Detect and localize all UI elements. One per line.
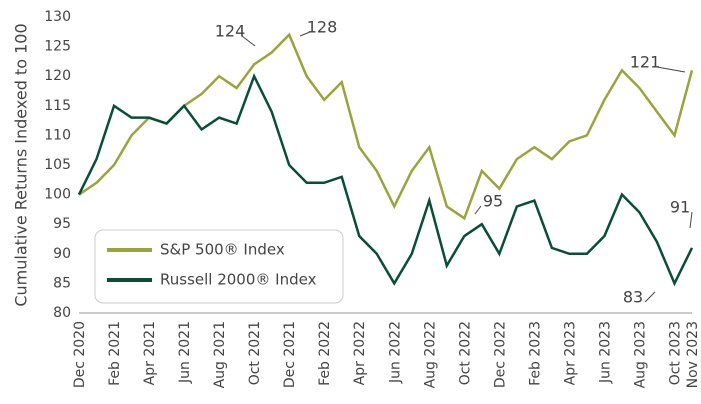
x-tick-label: Feb 2022 bbox=[317, 321, 333, 386]
y-tick-label: 125 bbox=[44, 39, 71, 55]
legend-box bbox=[94, 229, 344, 304]
annotation-leader bbox=[656, 66, 686, 73]
annotation-leader bbox=[299, 31, 311, 37]
y-tick-label: 100 bbox=[44, 187, 71, 203]
x-tick-label: Nov 2023 bbox=[685, 321, 701, 388]
y-tick-label: 80 bbox=[53, 305, 71, 321]
x-tick-label: Feb 2023 bbox=[527, 321, 543, 386]
x-tick-label: Dec 2021 bbox=[282, 321, 298, 388]
x-tick-label: Jun 2022 bbox=[387, 321, 403, 384]
annotation-leader bbox=[689, 211, 693, 229]
x-tick-label: Oct 2022 bbox=[457, 321, 473, 385]
annotation: 91 bbox=[670, 198, 690, 217]
y-tick-label: 115 bbox=[44, 98, 71, 114]
y-axis-label: Cumulative Returns Indexed to 100 bbox=[12, 23, 31, 306]
series-line bbox=[78, 32, 694, 221]
series-line bbox=[77, 73, 694, 287]
x-tick-label: Apr 2021 bbox=[142, 321, 158, 385]
annotation-leader bbox=[474, 205, 482, 215]
legend-label: Russell 2000® Index bbox=[160, 271, 317, 289]
x-tick-label: Apr 2022 bbox=[352, 321, 368, 385]
y-tick-label: 120 bbox=[44, 68, 71, 84]
y-tick-label: 85 bbox=[53, 275, 71, 291]
legend-label: S&P 500® Index bbox=[160, 241, 285, 259]
y-tick-label: 110 bbox=[44, 127, 71, 143]
annotation-leader bbox=[241, 35, 256, 47]
annotation: 121 bbox=[630, 53, 661, 72]
y-tick-label: 95 bbox=[53, 216, 71, 232]
annotation: 128 bbox=[307, 18, 338, 37]
x-tick-label: Dec 2020 bbox=[72, 321, 88, 388]
x-tick-label: Apr 2023 bbox=[562, 321, 578, 385]
annotation: 124 bbox=[215, 22, 246, 41]
x-tick-label: Dec 2022 bbox=[492, 321, 508, 388]
x-tick-label: Oct 2021 bbox=[247, 321, 263, 385]
x-tick-label: Jun 2021 bbox=[177, 321, 193, 384]
y-tick-label: 105 bbox=[44, 157, 71, 173]
annotation-leader bbox=[644, 291, 656, 303]
x-tick-label: Jun 2023 bbox=[597, 321, 613, 384]
x-tick-label: Feb 2021 bbox=[107, 321, 123, 386]
y-tick-label: 90 bbox=[53, 246, 71, 262]
y-tick-label: 130 bbox=[44, 9, 71, 25]
x-tick-label: Aug 2023 bbox=[632, 321, 648, 388]
x-tick-label: Oct 2023 bbox=[667, 321, 683, 385]
x-tick-label: Aug 2021 bbox=[212, 321, 228, 388]
x-tick-label: Aug 2022 bbox=[422, 321, 438, 388]
annotation: 83 bbox=[623, 288, 643, 307]
annotation: 95 bbox=[483, 192, 503, 211]
